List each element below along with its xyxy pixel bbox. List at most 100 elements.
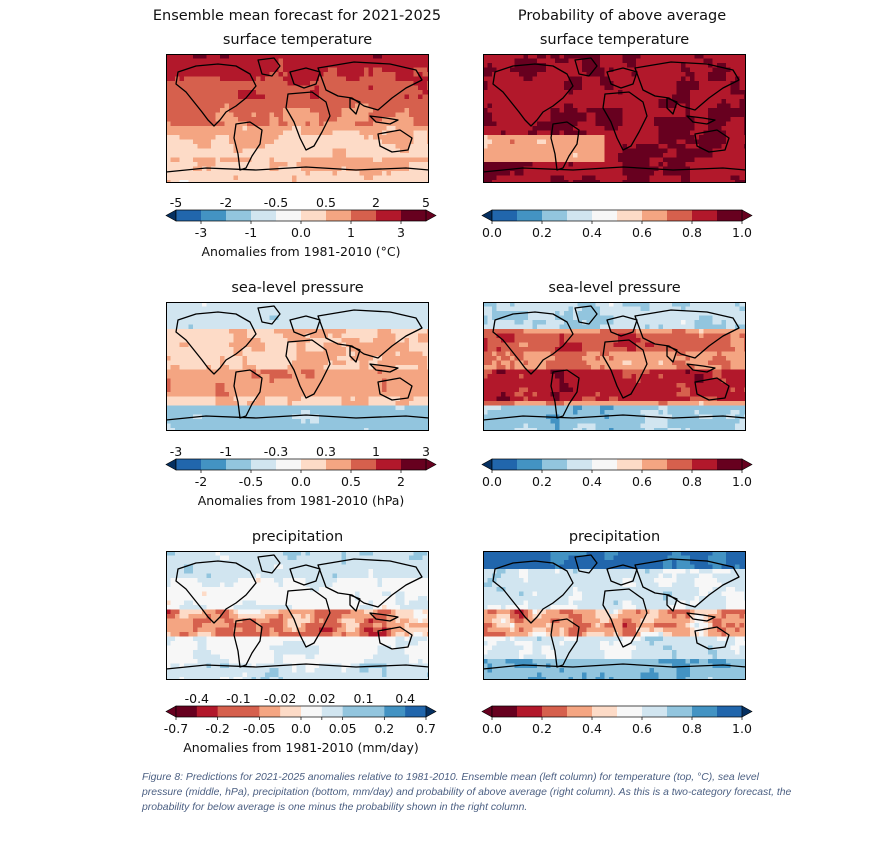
colorbar-bin (692, 706, 718, 717)
colorbar-tick-label: 0.6 (632, 225, 652, 240)
colorbar-bin (542, 210, 568, 221)
colorbar-bin (401, 459, 427, 470)
colorbar-bin (251, 459, 277, 470)
colorbar-tick-label: -3 (195, 225, 207, 240)
colorbar-tick-label-top: 0.1 (354, 691, 374, 706)
colorbar-bin (321, 706, 344, 717)
colorbar-bin (363, 706, 385, 717)
colorbar-bin (176, 706, 198, 717)
colorbar-bin (617, 706, 643, 717)
colorbar (481, 705, 753, 720)
colorbar-tick-label: 0.0 (291, 721, 311, 736)
colorbar-tick-label-top: -0.1 (226, 691, 250, 706)
colorbar-extend-high (741, 458, 753, 471)
colorbar-tick-label-top: 0.4 (395, 691, 415, 706)
colorbar-bin (542, 459, 568, 470)
colorbar-extend-low (481, 458, 493, 471)
colorbar-tick-label: 2 (397, 474, 405, 489)
colorbar-extend-low (165, 458, 177, 471)
colorbar-tick-label-top: 0.5 (316, 195, 336, 210)
colorbar-tick-label-top: -5 (170, 195, 182, 210)
colorbar-bin (176, 459, 202, 470)
colorbar-tick-label: 0.0 (291, 474, 311, 489)
colorbar-tick-label-top: -0.3 (264, 444, 288, 459)
colorbar-bin (226, 210, 252, 221)
panel-title: surface temperature (539, 32, 690, 48)
map-slp-probability (483, 302, 746, 431)
colorbar-tick-label: 0.0 (482, 721, 502, 736)
colorbar-tick-label-top: -2 (220, 195, 232, 210)
colorbar-extend-high (425, 458, 437, 471)
colorbar-tick-label: 0.0 (291, 225, 311, 240)
colorbar-tick-label: 1.0 (732, 225, 752, 240)
colorbar-bin (492, 706, 518, 717)
colorbar-bin (717, 459, 743, 470)
colorbar-bin (517, 706, 543, 717)
colorbar-bin (642, 210, 668, 221)
colorbar-tick-label: 1.0 (732, 721, 752, 736)
colorbar (481, 458, 753, 473)
colorbar-tick-label: 0.8 (682, 474, 702, 489)
colorbar-bin (280, 706, 302, 717)
colorbar-extend-low (481, 209, 493, 222)
map-temp-mean (166, 54, 429, 183)
colorbar-tick-label: 0.2 (374, 721, 394, 736)
colorbar-bin (592, 210, 618, 221)
colorbar-tick-label: 0.0 (482, 225, 502, 240)
colorbar-tick-label-top: -0.5 (264, 195, 288, 210)
colorbar-tick-label: 0.2 (532, 721, 552, 736)
colorbar-bin (351, 459, 377, 470)
colorbar-bin (401, 210, 427, 221)
colorbar-bin (667, 459, 693, 470)
colorbar-bin (301, 210, 327, 221)
colorbar-tick-label: 0.4 (582, 225, 602, 240)
colorbar-bin (592, 459, 618, 470)
colorbar-extend-high (741, 209, 753, 222)
colorbar-tick-label-top: -0.02 (264, 691, 296, 706)
colorbar-tick-label: 3 (397, 225, 405, 240)
right-column-title: Probability of above average (517, 8, 727, 24)
colorbar-bin (517, 459, 543, 470)
colorbar-tick-label: -0.5 (239, 474, 263, 489)
colorbar-bin (617, 210, 643, 221)
left-column-title: Ensemble mean forecast for 2021-2025 (152, 8, 442, 24)
colorbar-bin (276, 459, 302, 470)
colorbar-bin (667, 706, 693, 717)
colorbar-tick-label: 0.05 (329, 721, 357, 736)
colorbar-tick-label: 0.6 (632, 474, 652, 489)
colorbar-bin (276, 210, 302, 221)
map-temp-probability (483, 54, 746, 183)
colorbar-bin (717, 210, 743, 221)
colorbar-tick-label-top: -1 (220, 444, 232, 459)
colorbar-tick-label-top: 5 (422, 195, 430, 210)
colorbar-tick-label: 0.2 (532, 225, 552, 240)
colorbar-tick-label-top: -0.4 (185, 691, 209, 706)
colorbar-tick-label-top: 1 (372, 444, 380, 459)
colorbar (165, 209, 437, 224)
colorbar-bin (567, 210, 593, 221)
map-slp-mean (166, 302, 429, 431)
colorbar-bin (692, 210, 718, 221)
colorbar-tick-label: -0.7 (164, 721, 188, 736)
colorbar-tick-label: -1 (245, 225, 257, 240)
colorbar-bin (176, 210, 202, 221)
colorbar-tick-label: 1.0 (732, 474, 752, 489)
colorbar-bin (642, 706, 668, 717)
colorbar-bin (667, 210, 693, 221)
colorbar-tick-label: 0.5 (341, 474, 361, 489)
map-precip-mean (166, 551, 429, 680)
colorbar-bin (201, 459, 227, 470)
colorbar-bin (251, 210, 277, 221)
colorbar-tick-label: 0.8 (682, 721, 702, 736)
colorbar-bin (692, 459, 718, 470)
colorbar-tick-label: -2 (195, 474, 207, 489)
colorbar-tick-label-top: 0.02 (308, 691, 336, 706)
colorbar-extend-high (425, 705, 437, 718)
colorbar-label: Anomalies from 1981-2010 (°C) (202, 244, 401, 259)
panel-title: precipitation (251, 529, 344, 545)
colorbar-bin (342, 706, 364, 717)
colorbar-tick-label: 0.0 (482, 474, 502, 489)
colorbar-extend-high (425, 209, 437, 222)
colorbar-bin (384, 706, 406, 717)
